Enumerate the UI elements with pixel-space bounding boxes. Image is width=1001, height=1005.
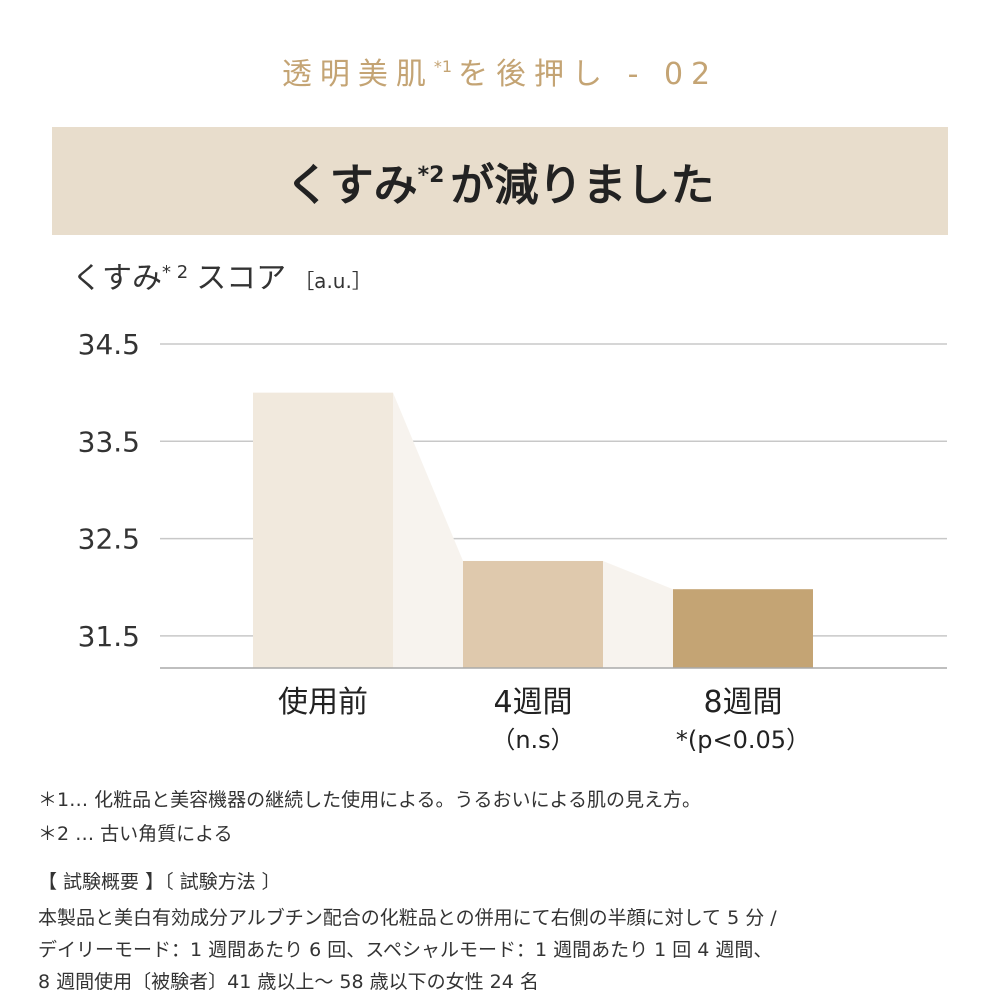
test-line: デイリーモード：1 週間あたり 6 回、スペシャルモード：1 週間あたり 1 回… [38, 939, 772, 961]
header: 透明美肌*1 を後押し - 02 [282, 57, 718, 92]
header-rest: を後押し - 02 [458, 57, 718, 92]
x-tick-note: *(p<0.05） [676, 726, 810, 754]
test-line: 本製品と美白有効成分アルブチン配合の化粧品との併用にて右側の半顔に対して 5 分… [38, 906, 777, 929]
footnote: ＊2 … 古い角質による [38, 823, 233, 845]
bar [253, 392, 393, 668]
x-tick-label: 8週間 [703, 685, 782, 720]
bar [673, 589, 813, 668]
header-title: 透明美肌 [282, 57, 434, 92]
connector [393, 392, 463, 668]
y-unit: ［a.u.］ [294, 269, 372, 293]
banner-title: くすみ [286, 160, 418, 211]
y-tick-label: 33.5 [78, 425, 140, 458]
x-tick-label: 使用前 [278, 685, 368, 720]
x-tick-label: 4週間 [493, 685, 572, 720]
banner-bg [52, 127, 948, 235]
y-tick-label: 34.5 [78, 328, 140, 361]
footnote: ＊1… 化粧品と美容機器の継続した使用による。うるおいによる肌の見え方。 [38, 789, 701, 811]
banner: くすみ*2 が減りました [286, 160, 715, 211]
y-tick-label: 32.5 [78, 523, 140, 556]
x-tick-note: （n.s） [491, 726, 574, 754]
y-label: くすみ* 2 スコア ［a.u.］ [72, 261, 372, 296]
y-tick-label: 31.5 [78, 620, 140, 653]
test-line: 8 週間使用〔被験者〕41 歳以上〜 58 歳以下の女性 24 名 [38, 971, 539, 993]
y-label-main: くすみ [72, 261, 162, 296]
bar [463, 560, 603, 668]
y-label-rest: スコア [196, 261, 286, 296]
header-sup: *1 [434, 57, 452, 76]
test-heading: 【 試験概要 】〔 試験方法 〕 [38, 871, 281, 893]
y-label-sup: * 2 [162, 262, 188, 283]
banner-sup: *2 [418, 163, 445, 188]
connector [603, 560, 673, 668]
banner-rest: が減りました [450, 160, 714, 211]
